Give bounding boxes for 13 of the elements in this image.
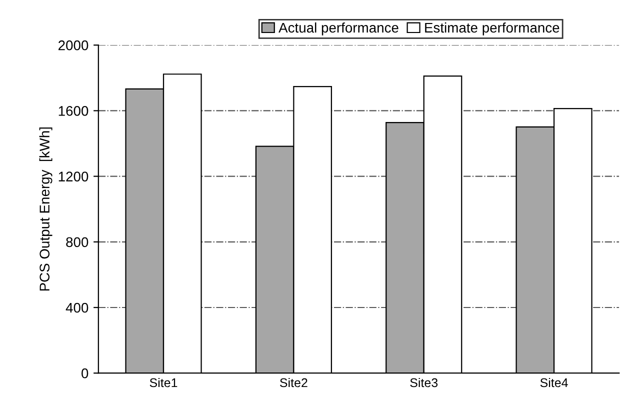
x-tick-label: Site2 <box>280 378 308 388</box>
y-tick-label: 1200 <box>58 172 88 182</box>
y-tick-label: 800 <box>66 237 88 248</box>
x-tick-label: Site3 <box>410 378 438 388</box>
x-tick-label: Site1 <box>150 378 178 388</box>
y-tick-label: 400 <box>66 302 88 313</box>
legend-label: Estimate performance <box>425 22 560 36</box>
legend-label: Actual performance <box>278 22 398 36</box>
y-tick-label: 0 <box>82 368 88 378</box>
x-tick-label: Site4 <box>540 378 568 388</box>
y-axis-title: PCS Output Energy [kWh] <box>39 127 52 291</box>
y-tick-label: 2000 <box>58 40 88 50</box>
y-tick-label: 1600 <box>58 106 88 116</box>
